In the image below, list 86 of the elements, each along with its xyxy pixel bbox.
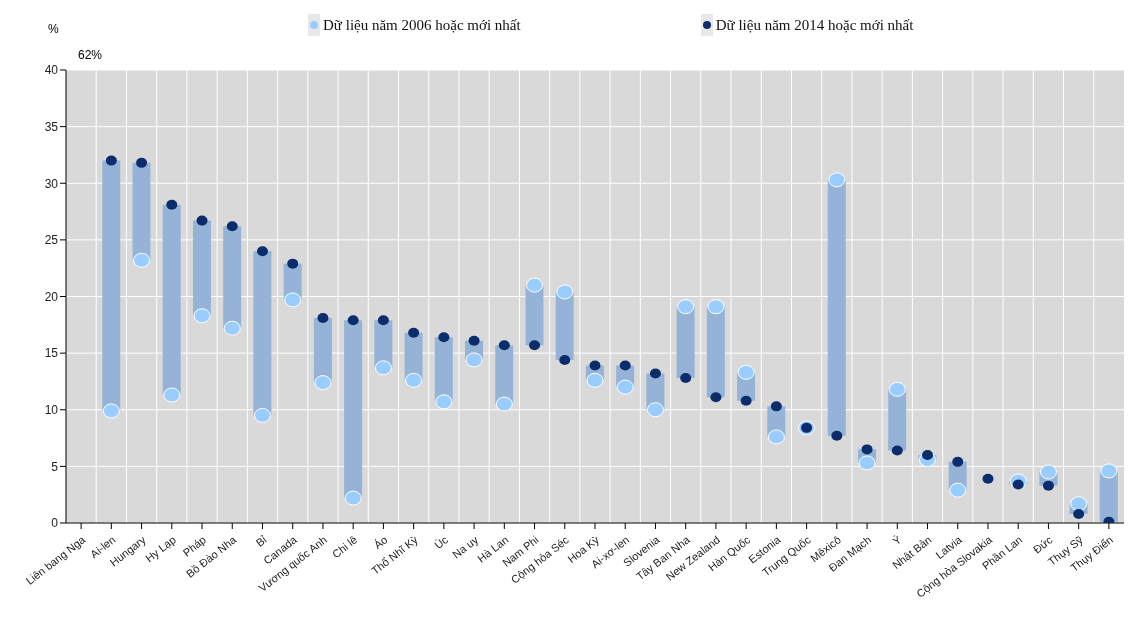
bar	[706, 306, 725, 398]
point	[347, 315, 359, 326]
x-tick-label: Ý	[890, 533, 904, 548]
point	[737, 364, 755, 380]
bar	[132, 162, 151, 261]
bar	[344, 320, 363, 499]
point	[526, 277, 544, 293]
point	[256, 246, 268, 257]
point	[163, 387, 181, 403]
point	[314, 375, 332, 391]
point	[740, 395, 752, 406]
point	[891, 445, 903, 456]
point	[317, 313, 329, 324]
bar	[102, 160, 121, 411]
y-tick-label: 10	[44, 403, 59, 418]
y-axis-title: %	[48, 22, 59, 36]
point	[1039, 464, 1057, 480]
point	[586, 372, 604, 388]
bar	[223, 226, 242, 329]
point	[133, 252, 151, 268]
point	[649, 368, 661, 379]
y-tick-label: 15	[44, 346, 59, 361]
point	[707, 299, 725, 315]
y-tick-label: 40	[44, 63, 59, 78]
point	[344, 490, 362, 506]
point	[465, 352, 483, 368]
point	[949, 482, 967, 498]
point	[408, 327, 420, 338]
point	[767, 429, 785, 445]
point	[646, 402, 664, 418]
point	[374, 360, 392, 376]
bar	[192, 220, 211, 316]
y-tick-label: 30	[44, 176, 59, 191]
bar	[827, 179, 846, 436]
y-tick-label: 25	[44, 233, 59, 248]
point	[888, 381, 906, 397]
point	[253, 407, 271, 423]
point	[677, 299, 695, 315]
point	[287, 258, 299, 269]
point	[982, 473, 994, 484]
y-tick-label: 35	[44, 119, 59, 134]
bar	[253, 251, 272, 416]
point	[710, 392, 722, 403]
point	[438, 332, 450, 343]
point	[952, 456, 964, 467]
y-tick-label: 20	[44, 289, 59, 304]
point	[193, 308, 211, 324]
point	[559, 354, 571, 365]
point	[377, 315, 389, 326]
point	[529, 340, 541, 351]
point	[1073, 508, 1085, 519]
point	[196, 215, 208, 226]
point	[619, 360, 631, 371]
legend-label: Dữ liệu năm 2014 hoặc mới nhất	[715, 16, 914, 34]
y-tick-label: 0	[51, 516, 59, 531]
point	[468, 335, 480, 346]
point	[858, 455, 876, 471]
point	[495, 396, 513, 412]
x-tick-label: Úc	[432, 533, 451, 552]
point	[405, 372, 423, 388]
point	[589, 360, 601, 371]
point	[1070, 496, 1088, 512]
y-tick-label: 5	[51, 459, 59, 474]
point	[498, 340, 510, 351]
point	[831, 430, 843, 441]
point	[105, 155, 117, 166]
point	[284, 292, 302, 308]
point	[136, 157, 148, 168]
x-tick-label: Chi lê	[329, 533, 360, 561]
point	[435, 394, 453, 410]
point	[223, 320, 241, 336]
point	[166, 199, 178, 210]
point	[102, 403, 120, 419]
bar	[162, 204, 181, 396]
point	[1100, 463, 1118, 479]
point	[680, 373, 692, 384]
point	[226, 221, 238, 232]
legend-label: Dữ liệu năm 2006 hoặc mới nhất	[323, 16, 521, 34]
point	[861, 444, 873, 455]
x-tick-label: Áo	[371, 533, 390, 552]
point	[828, 172, 846, 188]
point	[556, 284, 574, 300]
text: 62%	[78, 48, 103, 62]
point	[1042, 480, 1054, 491]
point	[616, 379, 634, 395]
point	[770, 401, 782, 412]
